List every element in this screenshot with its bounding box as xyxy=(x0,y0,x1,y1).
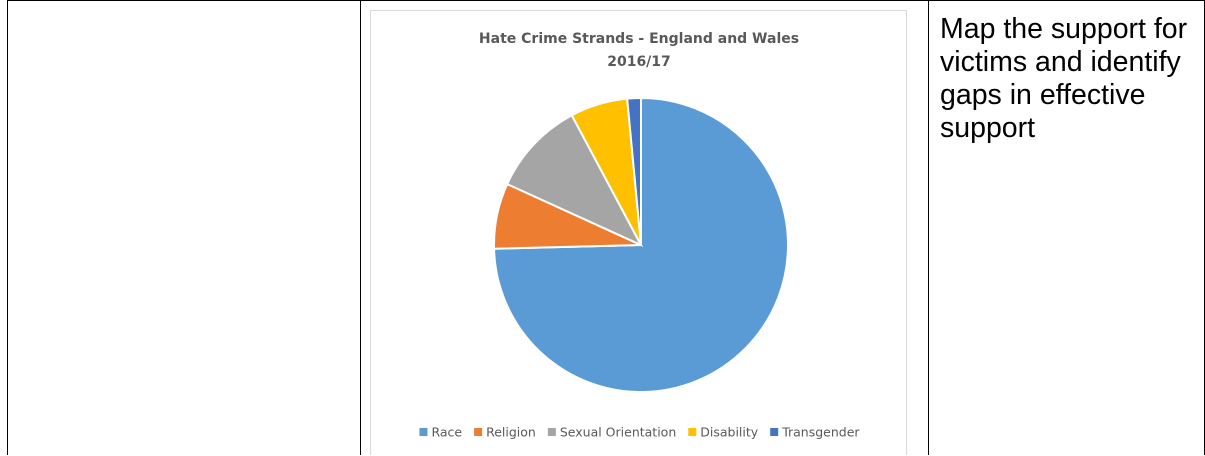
legend-swatch xyxy=(474,428,483,436)
legend-swatch xyxy=(547,428,556,436)
table-cell-right: Map the support for victims and identify… xyxy=(928,0,1205,455)
legend-label: Sexual Orientation xyxy=(560,425,676,440)
legend-swatch xyxy=(688,428,697,436)
table-cell-left xyxy=(7,0,360,455)
chart-title-line-1: Hate Crime Strands - England and Wales xyxy=(479,31,799,47)
legend-label: Disability xyxy=(700,425,759,440)
legend-swatch xyxy=(419,428,428,436)
chart-title-line-2: 2016/17 xyxy=(607,54,671,70)
legend-item-transgender: Transgender xyxy=(770,425,860,440)
table-cell-chart xyxy=(360,0,928,455)
pie-chart: Hate Crime Strands - England and Wales 2… xyxy=(370,10,907,455)
pie-chart-svg: Hate Crime Strands - England and Wales 2… xyxy=(419,31,860,440)
legend-label: Race xyxy=(431,425,462,440)
legend-item-disability: Disability xyxy=(688,425,759,440)
legend-item-religion: Religion xyxy=(474,425,536,440)
legend-item-race: Race xyxy=(419,425,462,440)
pie-slices xyxy=(493,96,789,393)
legend-item-sexual-orientation: Sexual Orientation xyxy=(547,425,676,440)
legend-label: Religion xyxy=(486,425,536,440)
pie-slice-sexual-orientation xyxy=(505,113,644,248)
chart-legend: Race Religion Sexual Orientation Disability… xyxy=(419,425,860,440)
legend-swatch xyxy=(770,428,779,436)
legend-label: Transgender xyxy=(781,425,860,440)
support-description: Map the support for victims and identify… xyxy=(940,13,1188,144)
pie-slice-transgender xyxy=(626,96,642,246)
